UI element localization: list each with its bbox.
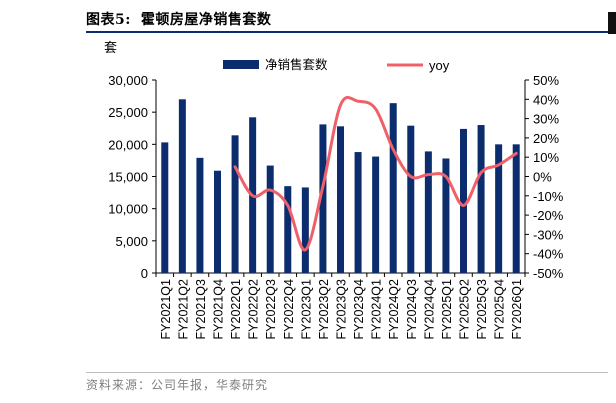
bar: [477, 125, 485, 274]
right-tick-label: 50%: [533, 73, 559, 88]
x-tick-label: FY2025Q1: [440, 279, 454, 340]
bar: [196, 157, 204, 273]
bar: [495, 144, 503, 273]
x-tick-label: FY2022Q3: [264, 279, 278, 340]
title-rule: [86, 31, 608, 33]
x-tick-label: FY2024Q4: [422, 279, 436, 340]
left-tick-label: 20,000: [108, 137, 148, 152]
figure-number: 图表5:: [86, 12, 131, 28]
legend-bar-label: 净销售套数: [265, 57, 328, 72]
x-tick-label: FY2021Q4: [212, 279, 226, 340]
page-edge-mark: [608, 12, 616, 34]
right-tick-label: -40%: [533, 247, 564, 262]
x-tick-label: FY2021Q2: [176, 279, 190, 340]
yoy-line: [233, 95, 518, 252]
x-tick-label: FY2021Q1: [159, 279, 173, 340]
x-tick-label: FY2025Q3: [475, 279, 489, 340]
bar: [301, 187, 309, 273]
bar: [512, 144, 520, 273]
left-tick-label: 25,000: [108, 105, 148, 120]
right-tick-label: 40%: [533, 92, 559, 107]
bar: [460, 128, 467, 273]
x-tick-label: FY2023Q3: [335, 279, 349, 340]
bar: [389, 103, 397, 273]
legend-line-label: yoy: [429, 58, 450, 73]
right-tick-label: -50%: [533, 266, 564, 281]
left-tick-label: 30,000: [108, 73, 148, 88]
bar: [161, 142, 169, 273]
x-tick-label: FY2022Q4: [282, 279, 296, 340]
right-tick-label: 0%: [533, 170, 552, 185]
bar: [284, 186, 292, 273]
left-tick-label: 0: [141, 266, 148, 281]
source-note: 资料来源：公司年报，华泰研究: [86, 378, 269, 392]
bar: [442, 158, 450, 273]
right-tick-label: -30%: [533, 227, 564, 242]
bar: [214, 170, 221, 273]
bar: [266, 165, 274, 273]
bar: [231, 135, 239, 273]
y-axis-unit-label: 套: [104, 41, 118, 56]
x-tick-label: FY2024Q2: [387, 279, 401, 340]
right-tick-label: -10%: [533, 189, 564, 204]
x-tick-label: FY2024Q1: [370, 279, 384, 340]
x-tick-label: FY2025Q4: [493, 279, 507, 340]
right-tick-label: -20%: [533, 208, 564, 223]
x-tick-label: FY2023Q2: [317, 279, 331, 340]
left-tick-label: 5,000: [115, 234, 148, 249]
figure-title-text: 霍顿房屋净销售套数: [140, 12, 272, 28]
bar: [319, 124, 327, 273]
left-tick-label: 10,000: [108, 202, 148, 217]
bar: [407, 125, 415, 273]
source-rule: [86, 372, 608, 373]
x-tick-label: FY2021Q3: [194, 279, 208, 340]
x-tick-label: FY2026Q1: [510, 279, 524, 340]
x-tick-label: FY2023Q4: [352, 279, 366, 340]
x-tick-label: FY2022Q1: [229, 279, 243, 340]
bar: [424, 151, 432, 273]
x-tick-label: FY2022Q2: [247, 279, 261, 340]
right-tick-label: 20%: [533, 131, 559, 146]
right-tick-label: 10%: [533, 150, 559, 165]
x-tick-label: FY2024Q3: [405, 279, 419, 340]
bar: [337, 126, 344, 273]
bar: [354, 152, 362, 273]
x-tick-label: FY2025Q2: [458, 279, 472, 340]
bar: [372, 156, 380, 273]
legend-bar-swatch: [223, 60, 259, 69]
left-tick-label: 15,000: [108, 170, 148, 185]
chart: 0 5,000 10,000 15,000 20,000 25,000 30,000 -50%…: [108, 57, 564, 340]
figure-title: 图表5: 霍顿房屋净销售套数: [86, 9, 281, 29]
x-tick-label: FY2023Q1: [299, 279, 313, 340]
bar: [178, 99, 186, 273]
right-tick-label: 30%: [533, 112, 559, 127]
